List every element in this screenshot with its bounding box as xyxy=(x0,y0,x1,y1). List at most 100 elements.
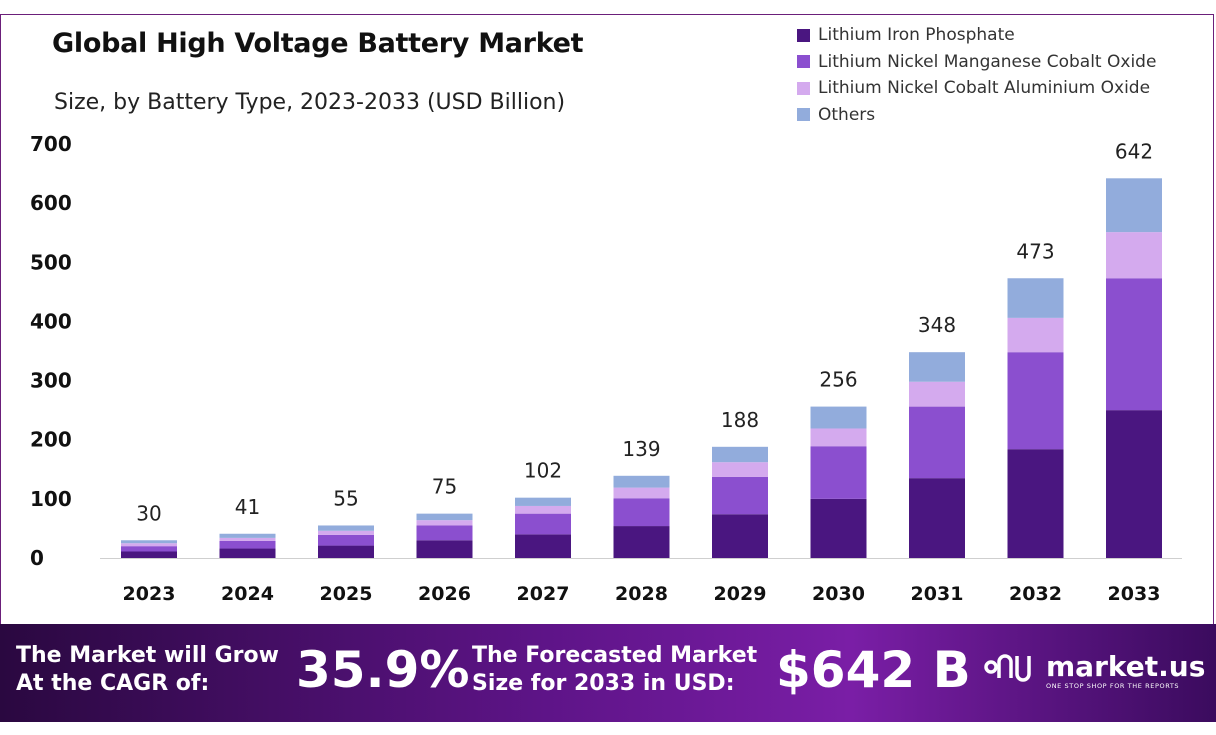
bar-segment xyxy=(416,540,473,558)
y-tick-label: 100 xyxy=(30,487,72,511)
data-label: 348 xyxy=(918,313,956,337)
data-label: 188 xyxy=(721,408,759,432)
bar-segment xyxy=(712,514,768,558)
forecast-label-line2: Size for 2033 in USD: xyxy=(472,671,735,696)
bar-segment xyxy=(613,526,670,558)
brand-tagline: ONE STOP SHOP FOR THE REPORTS xyxy=(1046,682,1180,690)
bar-segment xyxy=(219,548,276,558)
bar-segment xyxy=(1106,232,1162,279)
bar-segment xyxy=(712,476,768,515)
bar-segment xyxy=(318,545,374,558)
bar-segment xyxy=(909,478,965,558)
bar-segment xyxy=(909,406,965,479)
bar-segment xyxy=(613,487,670,499)
y-tick-label: 600 xyxy=(30,191,72,215)
y-tick-label: 0 xyxy=(30,546,44,570)
bar-segment xyxy=(712,462,768,477)
bar-segment xyxy=(121,543,177,547)
legend-swatch-nmc xyxy=(797,55,810,69)
bar-segment xyxy=(219,533,276,538)
brand-logo: market.us ONE STOP SHOP FOR THE REPORTS xyxy=(984,650,1206,690)
bar-segment xyxy=(712,446,768,463)
legend-item-nmc: Lithium Nickel Manganese Cobalt Oxide xyxy=(797,49,1156,76)
legend-item-others: Others xyxy=(797,102,1156,129)
bar-segment xyxy=(515,497,571,506)
bar-segment xyxy=(1007,278,1064,318)
cagr-value: 35.9% xyxy=(296,641,470,699)
bar-segment xyxy=(515,534,571,558)
bar-segment xyxy=(416,520,473,526)
bar-segment xyxy=(416,513,473,521)
stacked-bar-chart: 0 100 200 300 400 500 600 700 30 2023 41 2024 55 2025… xyxy=(30,132,1182,605)
x-tick-label: 2023 xyxy=(123,583,176,605)
data-label: 75 xyxy=(432,475,457,499)
data-label: 102 xyxy=(524,459,562,483)
bar-segment xyxy=(121,546,177,552)
cagr-label: The Market will Grow At the CAGR of: xyxy=(16,642,279,698)
legend-label-nca: Lithium Nickel Cobalt Aluminium Oxide xyxy=(818,78,1151,99)
bar-segment xyxy=(318,534,374,546)
bar-segment xyxy=(515,513,571,535)
data-label: 30 xyxy=(136,501,161,525)
x-tick-label: 2025 xyxy=(320,583,373,605)
bar-segment xyxy=(1007,317,1064,353)
x-tick-label: 2032 xyxy=(1009,583,1062,605)
bar-segment xyxy=(1106,178,1162,233)
bar-segment xyxy=(1106,278,1162,411)
y-tick-label: 300 xyxy=(30,369,72,393)
chart-frame xyxy=(0,14,1214,624)
bar-segment xyxy=(810,406,867,429)
x-tick-label: 2029 xyxy=(714,583,767,605)
x-tick-label: 2027 xyxy=(517,583,570,605)
legend-swatch-lfp xyxy=(797,28,810,42)
chart-subtitle: Size, by Battery Type, 2023-2033 (USD Bi… xyxy=(54,90,566,115)
data-label: 55 xyxy=(333,486,358,510)
bar-segment xyxy=(219,537,276,541)
bar-segment xyxy=(121,551,177,558)
cagr-label-line1: The Market will Grow xyxy=(16,643,279,668)
bar-segment xyxy=(219,540,276,549)
data-label: 473 xyxy=(1016,239,1054,263)
y-tick-label: 400 xyxy=(30,309,72,333)
legend-label-lfp: Lithium Iron Phosphate xyxy=(818,25,1015,46)
y-tick-label: 700 xyxy=(30,132,72,156)
x-tick-label: 2028 xyxy=(615,583,668,605)
bar-segment xyxy=(318,530,374,535)
legend: Lithium Iron Phosphate Lithium Nickel Ma… xyxy=(797,22,1156,128)
brand-logo-icon xyxy=(984,654,1031,682)
legend-item-nca: Lithium Nickel Cobalt Aluminium Oxide xyxy=(797,75,1156,102)
brand-name: market.us xyxy=(1046,650,1206,683)
bar-segment xyxy=(810,498,867,558)
data-label: 139 xyxy=(622,437,660,461)
data-label: 256 xyxy=(819,368,857,392)
bar-segment xyxy=(613,498,670,527)
x-tick-label: 2024 xyxy=(221,583,274,605)
legend-swatch-others xyxy=(797,108,810,122)
legend-item-lfp: Lithium Iron Phosphate xyxy=(797,22,1156,49)
chart-title: Global High Voltage Battery Market xyxy=(52,28,584,59)
x-tick-label: 2033 xyxy=(1108,583,1161,605)
x-tick-label: 2030 xyxy=(812,583,865,605)
bar-segment xyxy=(121,540,177,544)
bar-segment xyxy=(318,525,374,531)
legend-swatch-nca xyxy=(797,81,810,95)
bar-segment xyxy=(515,505,571,514)
y-tick-label: 200 xyxy=(30,428,72,452)
data-label: 41 xyxy=(235,495,260,519)
bar-segment xyxy=(416,525,473,541)
legend-label-nmc: Lithium Nickel Manganese Cobalt Oxide xyxy=(818,51,1157,72)
y-tick-label: 500 xyxy=(30,250,72,274)
forecast-label-line1: The Forecasted Market xyxy=(472,643,758,668)
bar-segment xyxy=(1007,449,1064,558)
x-tick-label: 2031 xyxy=(911,583,964,605)
bar-segment xyxy=(810,428,867,447)
legend-label-others: Others xyxy=(818,104,876,125)
cagr-label-line2: At the CAGR of: xyxy=(16,671,210,696)
bar-segment xyxy=(909,352,965,382)
x-tick-label: 2026 xyxy=(418,583,471,605)
data-label: 642 xyxy=(1115,139,1153,163)
bar-segment xyxy=(613,475,670,488)
bar-segment xyxy=(909,381,965,407)
bar-segment xyxy=(1106,410,1162,558)
forecast-value: $642 B xyxy=(776,641,971,699)
